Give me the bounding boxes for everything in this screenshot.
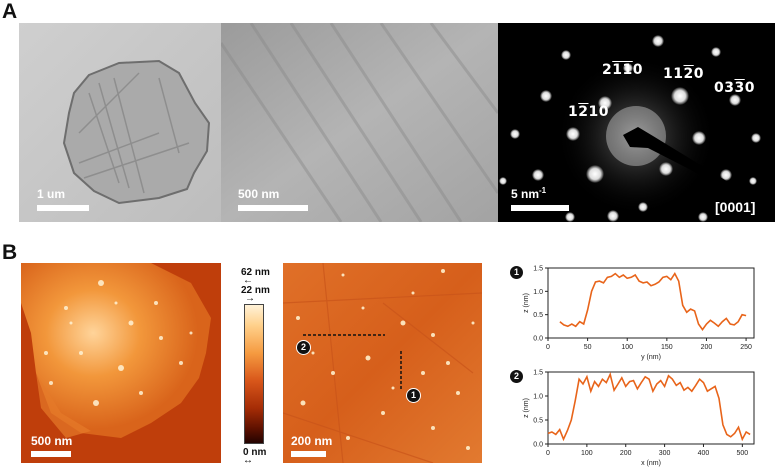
y-tick-label: 1.5 (533, 370, 543, 377)
zone-axis-label: [0001] (715, 199, 756, 215)
miller-index-1-1-2-0: 1120 (663, 66, 704, 82)
scale-bar-saed (511, 205, 569, 211)
y-tick-label: 0.0 (533, 336, 543, 343)
marker-badge-2: 2 (296, 340, 311, 355)
height-profile-chart-1: 0 50 100 150 200 250 0.0 0.5 1.0 1.5 y (nm) z (nm) (523, 266, 755, 361)
x-tick-label: 200 (701, 344, 713, 351)
x-axis-label: y (nm) (641, 354, 661, 361)
afm-flake (21, 263, 211, 438)
tem-image-flake (19, 23, 221, 222)
profile-series-line (559, 272, 747, 331)
afm-image-flake (21, 263, 221, 463)
height-profile-chart-2: 0 100 200 300 400 500 0.0 0.5 1.0 1.5 x (nm) z (nm) (523, 370, 755, 467)
scale-bar-label-tem-1: 1 um (37, 187, 66, 201)
x-tick-label: 100 (581, 450, 593, 457)
y-tick-label: 0.5 (533, 312, 543, 319)
panel-label-a: A (2, 0, 18, 23)
x-tick-label: 0 (546, 450, 550, 457)
tem-image-zoom (221, 23, 498, 222)
profile-marker-1: 1 (510, 266, 523, 279)
x-tick-label: 250 (740, 344, 752, 351)
flake-outline (62, 59, 211, 205)
y-axis-label: z (nm) (523, 398, 530, 418)
colorbar-label-min: 0 nm (243, 447, 267, 458)
scale-bar-tem-1 (37, 205, 89, 211)
y-tick-label: 1.0 (533, 289, 543, 296)
x-tick-label: 50 (584, 344, 592, 351)
y-tick-label: 0.5 (533, 418, 543, 425)
afm-colorbar (244, 304, 264, 444)
y-tick-label: 1.5 (533, 266, 543, 273)
y-tick-label: 0.0 (533, 442, 543, 449)
beam-stop (623, 127, 738, 192)
scale-bar-label-tem-2: 500 nm (238, 187, 280, 201)
scale-bar-label-saed: 5 nm-1 (511, 186, 547, 201)
x-tick-label: 300 (659, 450, 671, 457)
scale-bar-label-afm-2: 200 nm (291, 434, 333, 448)
x-axis-label: x (nm) (641, 460, 661, 467)
scale-bar-afm-2 (291, 451, 326, 457)
colorbar-arrow-left-icon: ← (243, 275, 253, 286)
x-tick-label: 0 (546, 344, 550, 351)
scale-bar-afm-1 (31, 451, 71, 457)
colorbar-label-max-2: 22 nm (241, 285, 270, 296)
x-tick-label: 500 (736, 450, 748, 457)
x-tick-label: 400 (698, 450, 710, 457)
x-tick-label: 200 (620, 450, 632, 457)
scale-bar-tem-2 (238, 205, 308, 211)
miller-index-2-1-1-0: 2110 (602, 62, 643, 78)
flake-drawing (19, 23, 221, 222)
marker-badge-1: 1 (406, 388, 421, 403)
plot-frame (547, 267, 755, 339)
profile-marker-2: 2 (510, 370, 523, 383)
miller-index-0-3-3-0: 0330 (714, 80, 755, 96)
miller-index-1-2-1-0: 1210 (568, 104, 609, 120)
panel-label-b: B (2, 241, 18, 264)
x-tick-label: 100 (621, 344, 633, 351)
y-axis-label: z (nm) (523, 293, 530, 313)
colorbar-arrow-right-icon: → (245, 293, 255, 304)
colorbar-label-max-1: 62 nm (241, 267, 270, 278)
afm-image-zoom (283, 263, 482, 463)
saed-pattern (498, 23, 775, 222)
plot-frame (547, 371, 755, 445)
scale-bar-label-afm-1: 500 nm (31, 434, 73, 448)
y-tick-label: 1.0 (533, 394, 543, 401)
colorbar-arrow-both-icon: ↔ (243, 455, 253, 466)
x-tick-label: 150 (661, 344, 673, 351)
profile-series-line (547, 372, 751, 442)
